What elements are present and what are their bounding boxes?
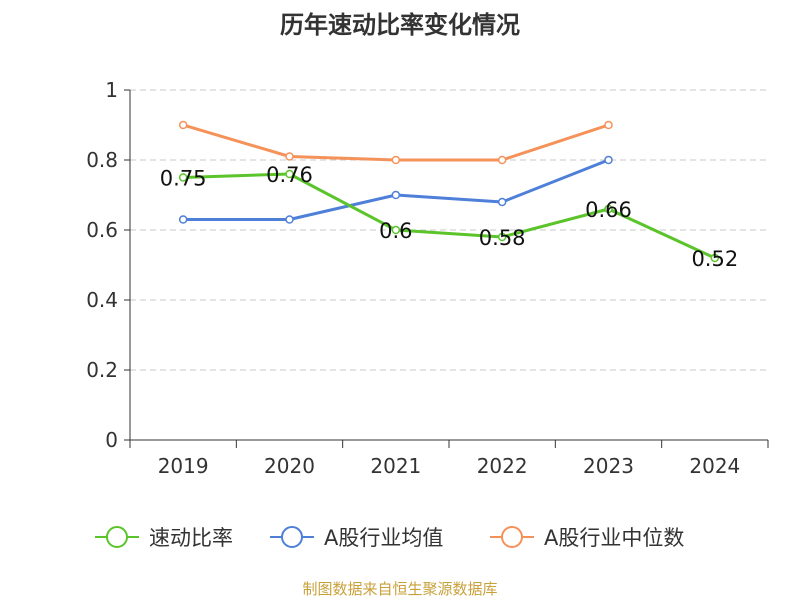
data-point [178, 215, 188, 224]
data-point [285, 169, 294, 179]
data-point [497, 155, 507, 165]
data-label: 0.6 [379, 219, 412, 243]
y-tick-label: 0.8 [86, 148, 118, 172]
data-label: 0.66 [585, 198, 632, 222]
legend: 速动比率 A股行业均值 A股行业中位数 [95, 526, 684, 550]
axes: 0 0.2 0.4 0.6 0.8 1 2019 2020 2021 2022 2023 2024 [86, 78, 769, 478]
data-point [391, 190, 401, 200]
legend-item[interactable]: A股行业均值 [270, 526, 443, 550]
legend-marker-icon [501, 526, 523, 548]
source-note: 制图数据来自恒生聚源数据库 [302, 580, 497, 598]
legend-item[interactable]: 速动比率 [95, 526, 233, 550]
grid-lines [130, 89, 768, 371]
x-tick-label: 2020 [264, 454, 315, 478]
y-tick-label: 0.4 [86, 288, 118, 312]
data-point [391, 225, 401, 235]
legend-marker-icon [281, 526, 303, 548]
data-label: 0.75 [160, 167, 207, 191]
series-line [183, 172, 716, 260]
data-point [497, 197, 507, 207]
data-label: 0.76 [266, 163, 313, 187]
data-labels: 0.75 0.76 0.6 0.58 0.66 0.52 [160, 163, 738, 271]
legend-label: A股行业中位数 [544, 526, 684, 550]
x-tick-label: 2023 [583, 454, 634, 478]
y-tick-label: 1 [105, 78, 118, 102]
series-line [183, 158, 610, 221]
x-tick-label: 2019 [158, 454, 209, 478]
data-point [178, 120, 188, 130]
data-point [285, 215, 294, 224]
legend-label: 速动比率 [149, 526, 233, 550]
data-point [285, 152, 294, 161]
data-point [604, 155, 613, 165]
data-point [178, 173, 188, 182]
data-point [710, 253, 720, 263]
data-point [604, 204, 613, 214]
legend-label: A股行业均值 [324, 526, 443, 550]
data-label: 0.52 [691, 247, 738, 271]
data-point [604, 120, 613, 130]
legend-marker-icon [106, 526, 128, 548]
x-tick-label: 2022 [477, 454, 528, 478]
data-point [391, 155, 401, 165]
x-tick-label: 2024 [689, 454, 740, 478]
x-tick-label: 2021 [370, 454, 421, 478]
series-lines [178, 120, 720, 263]
y-tick-label: 0 [105, 428, 118, 452]
y-tick-label: 0.6 [86, 218, 118, 242]
legend-item[interactable]: A股行业中位数 [490, 526, 684, 550]
y-tick-label: 0.2 [86, 358, 118, 382]
chart-title: 历年速动比率变化情况 [280, 11, 520, 39]
series-line [182, 123, 609, 162]
data-point [497, 232, 507, 242]
data-label: 0.58 [479, 226, 526, 250]
